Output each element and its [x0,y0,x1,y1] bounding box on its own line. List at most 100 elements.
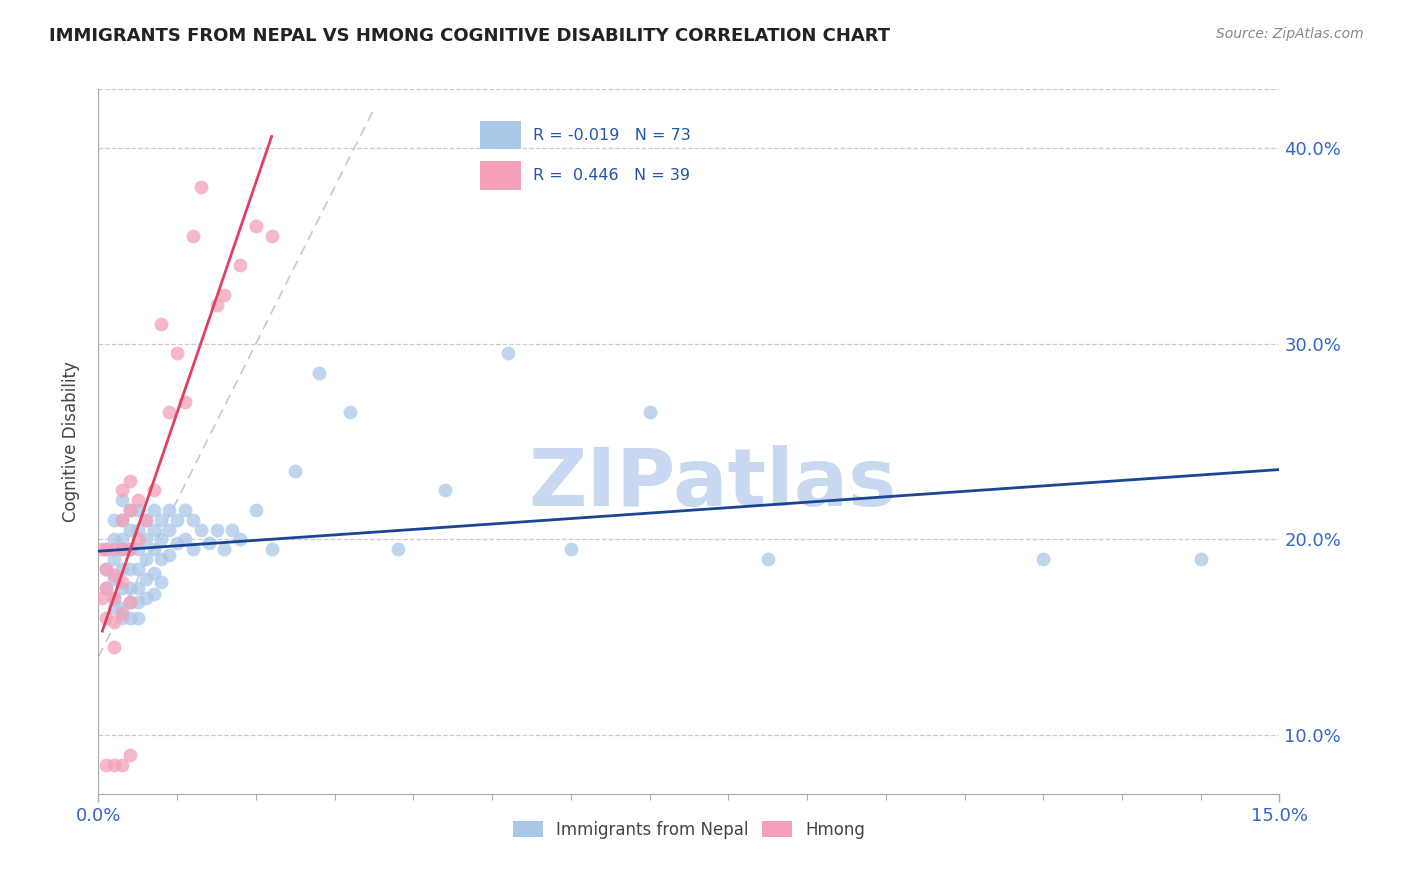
Point [118,542,141,557]
Point [127,503,149,517]
Point [127,611,149,625]
Point [174,503,197,517]
Point [157,503,180,517]
Legend: Immigrants from Nepal, Hmong: Immigrants from Nepal, Hmong [506,814,872,846]
Point [103,542,125,557]
Point [96,582,118,596]
Point [118,562,141,576]
Point [135,513,157,527]
Point [118,595,141,609]
Point [96,757,118,772]
Text: ZIPatlas: ZIPatlas [529,445,897,523]
Point [166,513,188,527]
Point [103,640,125,654]
Point [111,513,134,527]
Point [142,523,165,537]
Point [96,562,118,576]
Point [205,523,228,537]
Point [111,601,134,615]
Point [118,747,141,762]
Point [96,542,118,557]
Point [103,567,125,582]
Point [127,582,149,596]
Point [166,346,188,360]
Point [229,259,252,273]
Y-axis label: Cognitive Disability: Cognitive Disability [62,361,80,522]
Point [135,591,157,606]
Point [496,346,519,360]
Point [127,542,149,557]
Point [142,542,165,557]
Point [135,533,157,547]
Point [103,572,125,586]
Point [118,503,141,517]
Point [111,542,134,557]
Point [111,493,134,508]
Point [118,582,141,596]
Point [166,536,188,550]
Point [111,483,134,498]
Point [127,595,149,609]
Point [142,587,165,601]
Point [127,533,149,547]
Point [157,548,180,562]
Point [118,611,141,625]
Point [181,542,204,557]
Point [91,542,114,557]
Point [111,562,134,576]
Point [190,180,212,194]
Point [221,523,243,537]
Text: IMMIGRANTS FROM NEPAL VS HMONG COGNITIVE DISABILITY CORRELATION CHART: IMMIGRANTS FROM NEPAL VS HMONG COGNITIVE… [49,27,890,45]
Point [150,575,173,590]
Point [111,533,134,547]
Point [111,607,134,621]
Point [174,533,197,547]
Point [103,757,125,772]
Point [756,552,779,566]
Point [1032,552,1054,566]
Point [111,757,134,772]
Point [118,523,141,537]
Point [181,513,204,527]
Point [157,405,180,419]
Point [229,533,252,547]
Point [245,219,267,234]
Point [260,229,283,244]
Point [135,552,157,566]
Point [103,533,125,547]
Point [150,533,173,547]
Point [103,552,125,566]
Point [205,297,228,311]
Point [103,591,125,606]
Point [103,615,125,629]
Point [135,513,157,527]
Point [103,601,125,615]
Point [111,513,134,527]
Point [91,591,114,606]
Point [118,474,141,488]
Point [96,562,118,576]
Point [308,366,330,380]
Point [118,595,141,609]
Point [560,542,582,557]
Point [214,287,236,301]
Point [150,552,173,566]
Point [339,405,361,419]
Point [111,542,134,557]
Point [111,575,134,590]
Point [284,464,307,478]
Point [111,582,134,596]
Point [142,566,165,580]
Point [111,611,134,625]
Point [142,483,165,498]
Text: Source: ZipAtlas.com: Source: ZipAtlas.com [1216,27,1364,41]
Point [103,513,125,527]
Point [638,405,661,419]
Point [118,503,141,517]
Point [181,229,204,244]
Point [118,542,141,557]
Point [150,513,173,527]
Point [260,542,283,557]
Point [96,582,118,596]
Point [433,483,456,498]
